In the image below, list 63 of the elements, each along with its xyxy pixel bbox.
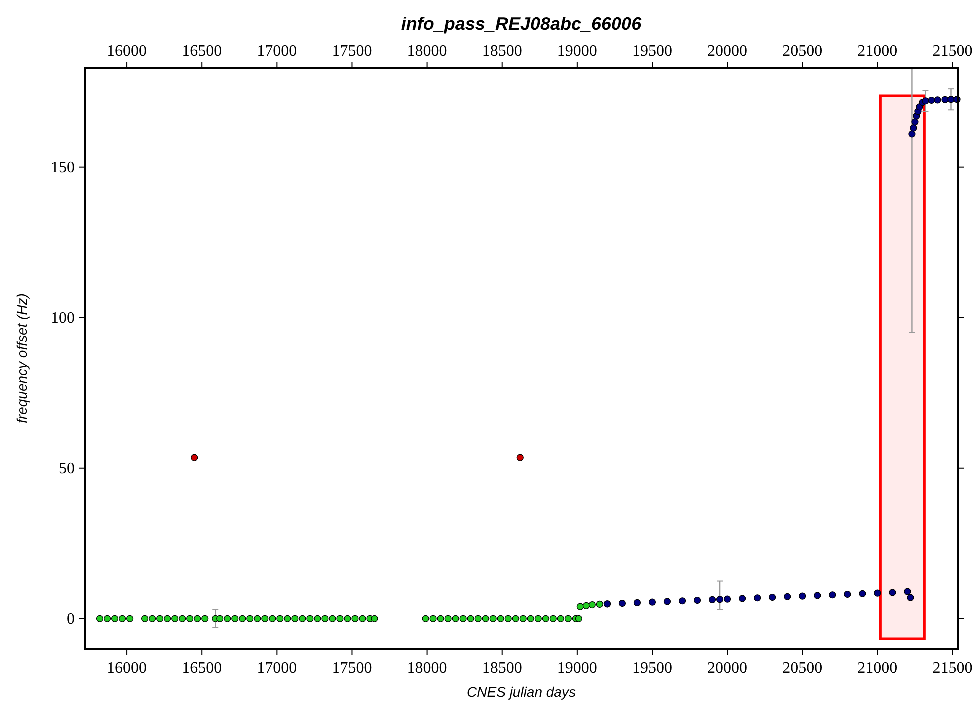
point — [618, 600, 626, 608]
point — [934, 96, 942, 104]
point — [694, 596, 702, 604]
point — [769, 594, 776, 602]
x2-tick-label: 19000 — [557, 660, 598, 677]
point — [799, 592, 806, 600]
x-tick-label: 21500 — [932, 43, 973, 60]
point — [874, 590, 882, 597]
x-tick-label: 20500 — [782, 43, 823, 60]
x2-tick-label: 16500 — [182, 660, 222, 677]
point — [844, 590, 852, 598]
x-tick-label: 16500 — [182, 43, 222, 60]
point — [678, 598, 686, 605]
x2-tick-label: 20000 — [708, 660, 748, 677]
point — [708, 596, 716, 604]
point — [739, 595, 746, 602]
point — [724, 596, 732, 603]
point — [948, 96, 955, 104]
x-tick-label: 16000 — [107, 43, 148, 60]
x-tick-label: 19500 — [632, 43, 672, 60]
x2-tick-label: 21000 — [858, 660, 898, 677]
point — [907, 594, 914, 602]
point — [829, 592, 836, 599]
x2-tick-label: 18000 — [407, 660, 448, 677]
point — [910, 124, 918, 132]
y-tick-label: 50 — [59, 460, 75, 478]
point — [922, 98, 930, 105]
x2-tick-label: 17500 — [332, 660, 372, 677]
x-tick-label: 19000 — [557, 43, 598, 60]
point — [648, 598, 656, 606]
point — [784, 593, 792, 600]
y-tick-label: 150 — [51, 159, 75, 176]
x-tick-label: 20000 — [708, 43, 748, 60]
x-tick-label: 18000 — [407, 43, 448, 60]
point — [664, 598, 672, 606]
y-tick-label: 0 — [67, 610, 75, 628]
point — [754, 594, 762, 602]
point — [634, 599, 642, 606]
point — [908, 130, 916, 138]
point — [716, 596, 724, 604]
x-tick-label: 21000 — [858, 43, 898, 60]
point — [928, 96, 936, 104]
x2-tick-label: 18500 — [482, 660, 522, 677]
x-tick-label: 17000 — [257, 43, 298, 60]
point — [859, 590, 866, 598]
point — [904, 588, 912, 596]
x2-tick-label: 19500 — [632, 660, 672, 677]
point — [942, 96, 949, 104]
point — [516, 454, 524, 462]
point — [912, 118, 919, 126]
x2-tick-label: 20500 — [782, 660, 823, 677]
point — [889, 589, 896, 596]
x2-tick-label: 16000 — [107, 660, 148, 677]
x2-tick-label: 21500 — [932, 660, 973, 677]
x-axis-title: CNES julian days — [467, 684, 576, 700]
y-axis-title: frequency offset (Hz) — [14, 294, 30, 424]
point — [814, 592, 822, 600]
x-tick-label: 17500 — [332, 43, 372, 60]
x2-tick-label: 17000 — [257, 660, 298, 677]
y-tick-label: 100 — [51, 310, 75, 327]
point — [191, 454, 198, 462]
chart-title: info_pass_REJ08abc_66006 — [401, 14, 643, 34]
x-tick-label: 18500 — [482, 43, 522, 60]
